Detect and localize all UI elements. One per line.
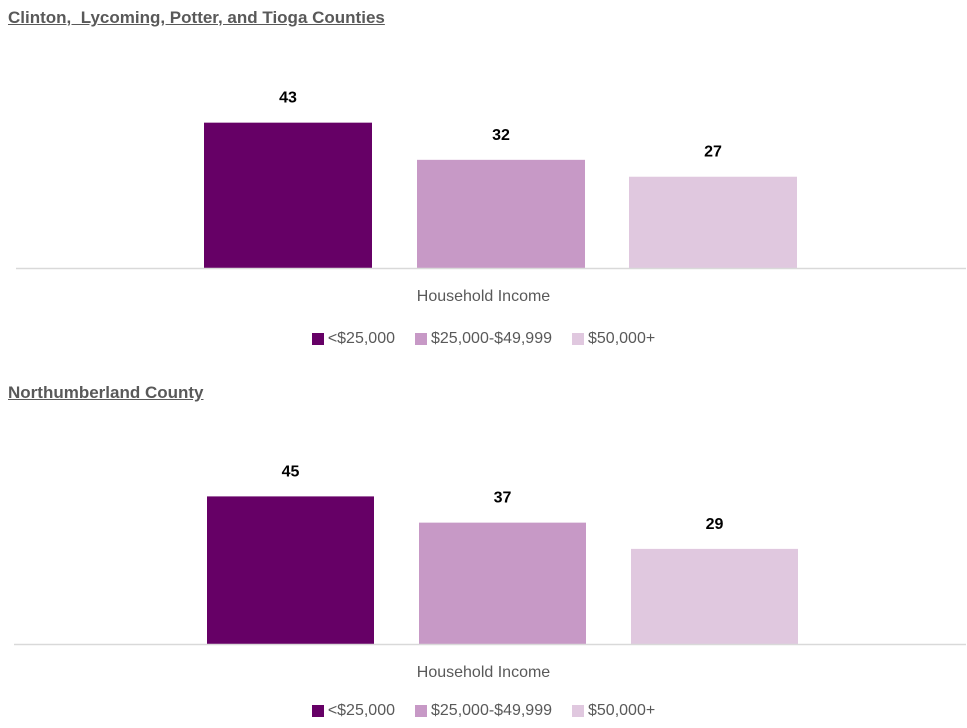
plot-area: 45 37 29 [14,463,966,646]
legend-item-under-25000: <$25,000 [311,330,395,348]
legend-item-under-25000: <$25,000 [311,702,395,720]
legend-swatch [572,333,584,345]
bar [207,496,374,644]
data-label: 45 [282,463,300,480]
legend-label: $25,000-$49,999 [431,702,552,719]
legend-item-25000-49999: $25,000-$49,999 [415,702,552,720]
legend-swatch [311,333,324,345]
data-label: 32 [492,127,510,144]
legend-swatch [415,705,427,717]
data-label: 43 [279,90,297,107]
legend-item-50000-plus: $50,000+ [572,702,655,720]
data-label: 27 [704,144,722,161]
chart-title: Clinton, Lycoming, Potter, and Tioga Cou… [8,8,385,27]
legend-swatch [311,705,324,717]
chart-northumberland-county: Northumberland County 45 37 29 Household I… [0,376,967,728]
data-label: 37 [494,490,512,507]
chart-title: Northumberland County [8,383,204,402]
chart-clinton-lycoming-potter-tioga: Clinton, Lycoming, Potter, and Tioga Cou… [0,0,967,360]
data-label: 29 [706,516,724,533]
x-axis-title: Household Income [416,288,551,305]
bar [419,522,586,644]
legend-item-25000-49999: $25,000-$49,999 [415,330,552,348]
bar [629,176,797,268]
legend: <$25,000 $25,000-$49,999 $50,000+ [0,702,967,720]
legend-label: $50,000+ [588,702,656,719]
legend-label: <$25,000 [327,702,395,719]
legend: <$25,000 $25,000-$49,999 $50,000+ [0,330,967,348]
bar [417,159,585,268]
legend-label: $50,000+ [588,330,656,347]
bar [204,122,372,268]
plot-area: 43 32 27 [16,90,966,270]
legend-swatch [572,705,584,717]
legend-label: $25,000-$49,999 [431,330,552,347]
legend-item-50000-plus: $50,000+ [572,330,655,348]
legend-label: <$25,000 [327,330,395,347]
legend-swatch [415,333,427,345]
x-axis-title: Household Income [416,664,551,681]
bar [631,548,798,644]
